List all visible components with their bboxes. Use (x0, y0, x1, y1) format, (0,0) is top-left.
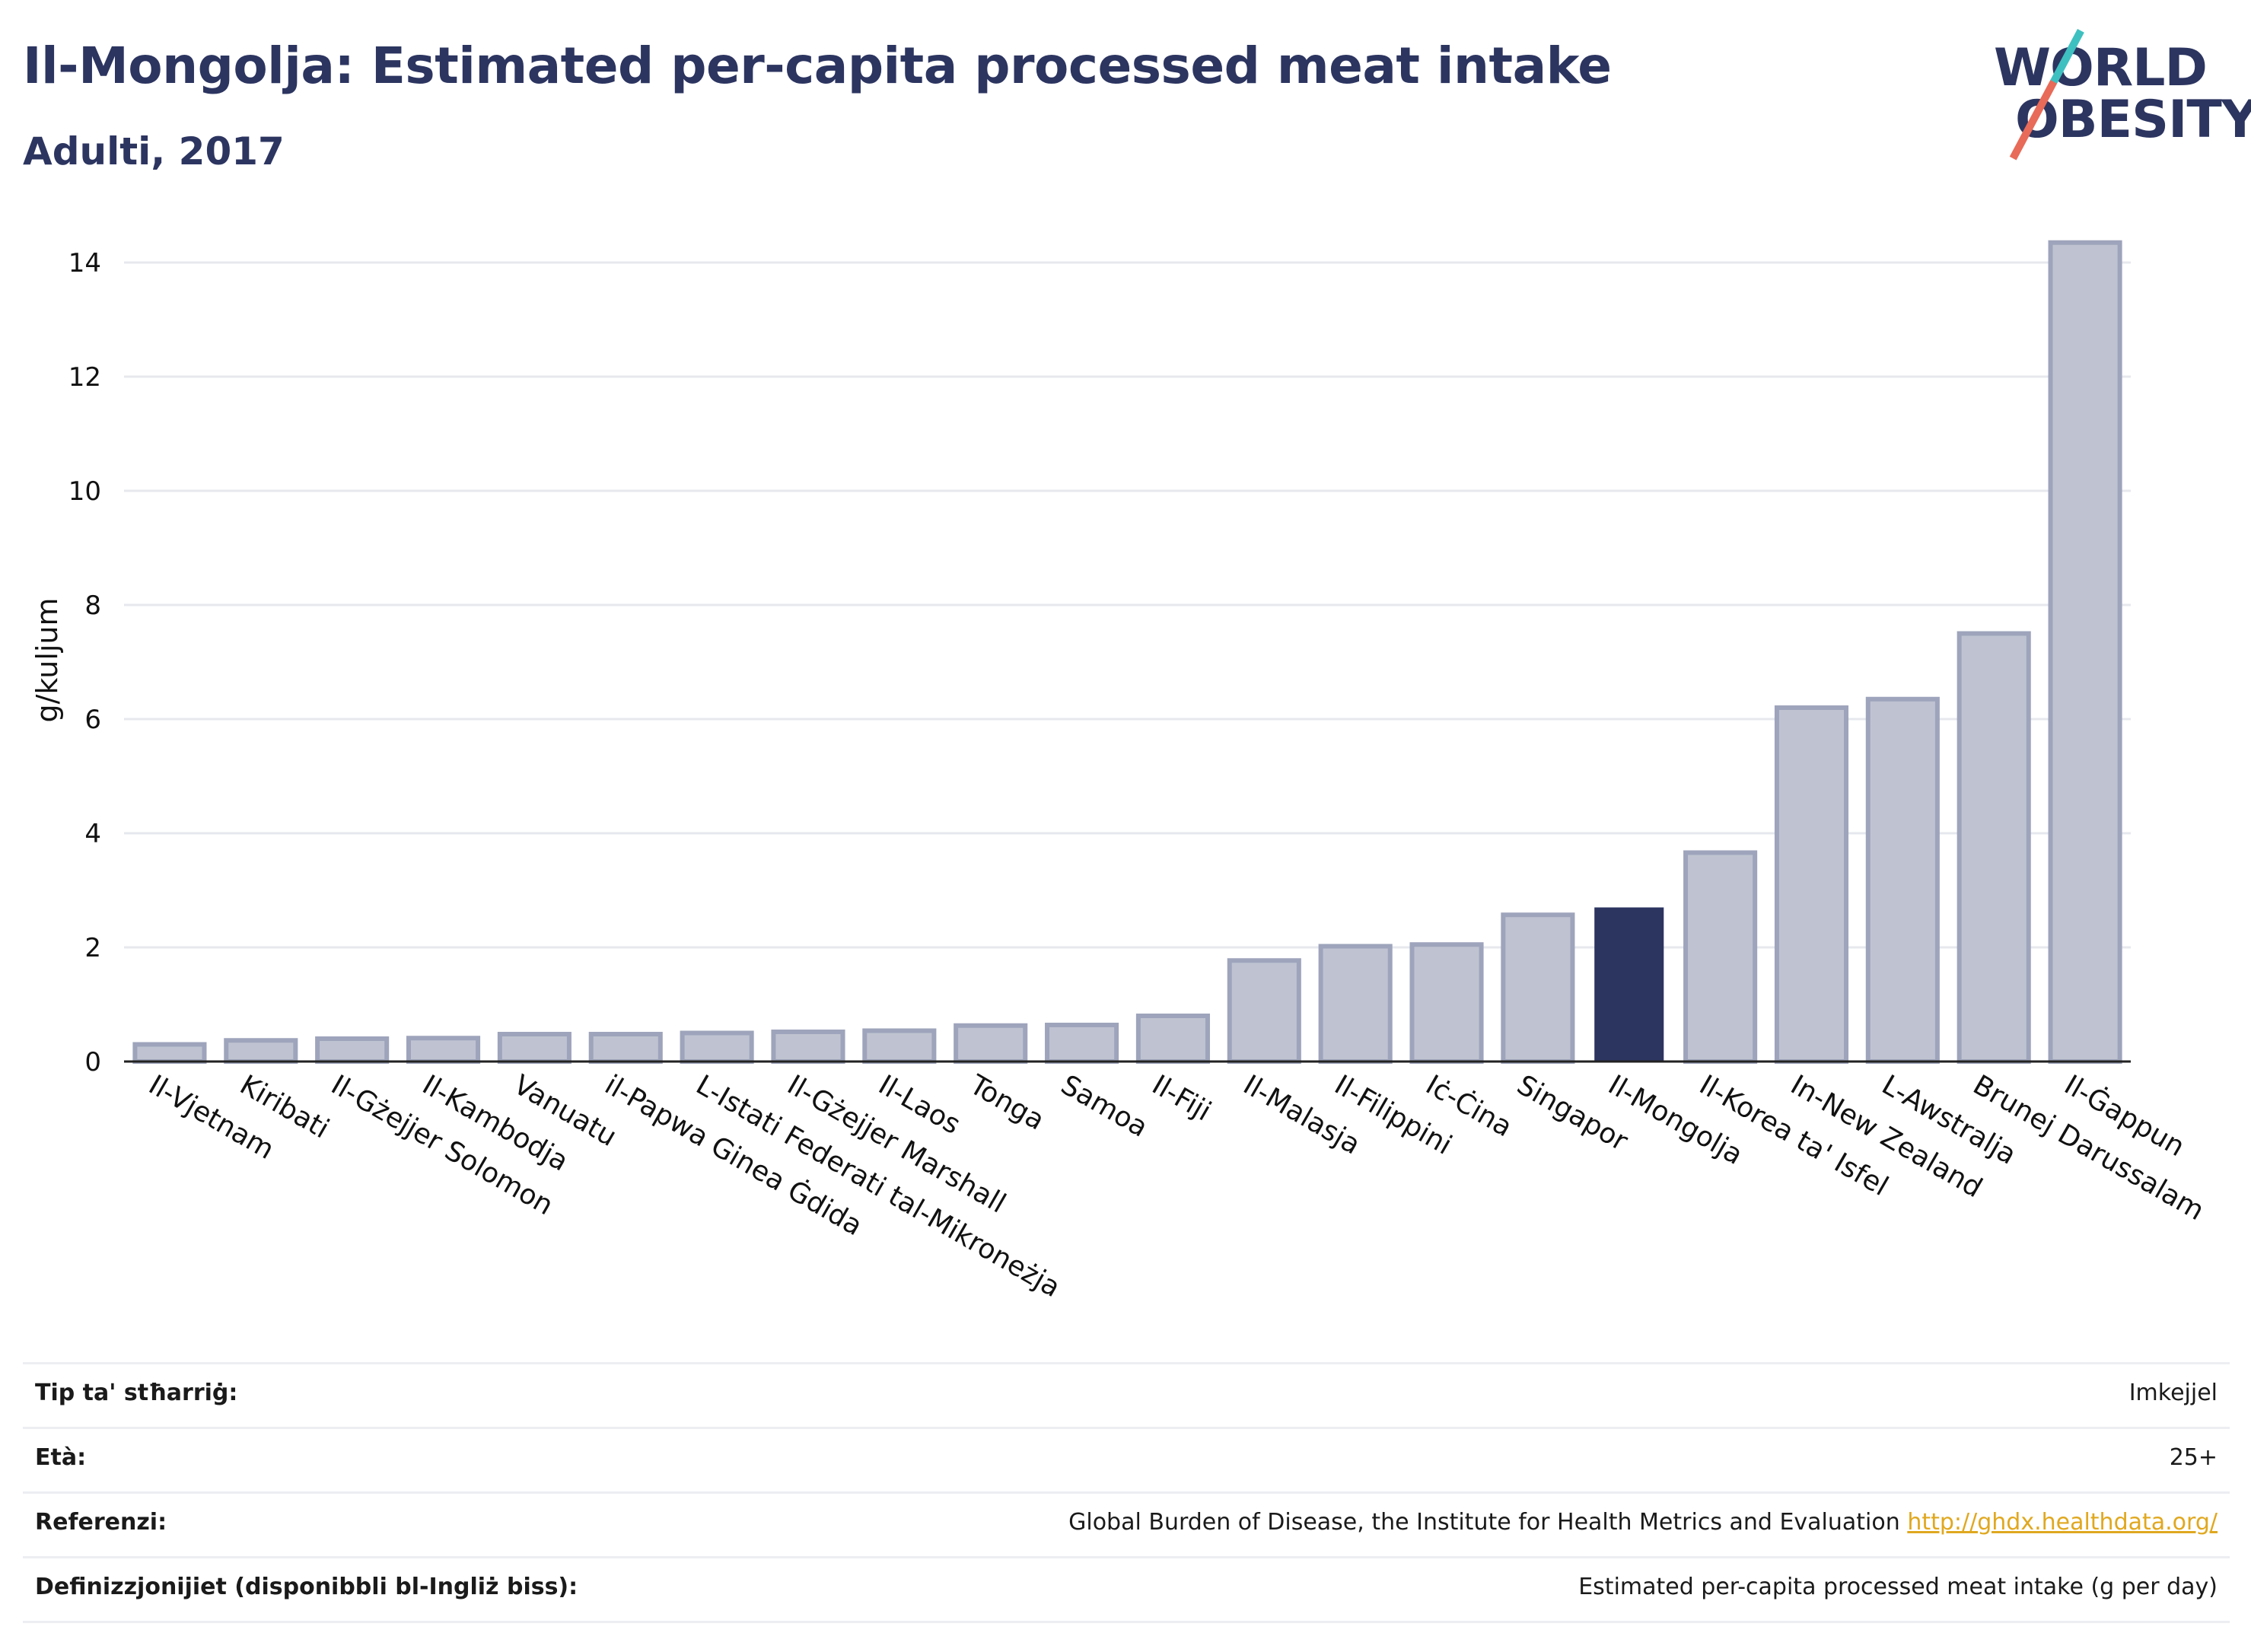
info-row-definitions: Definizzjonijiet (disponibbli bl-Ingliż … (23, 1556, 2230, 1623)
bar (1501, 912, 1575, 1064)
info-label: Età: (35, 1444, 87, 1471)
info-row-age: Età: 25+ (23, 1427, 2230, 1491)
info-label: Tip ta' stħarriġ: (35, 1380, 238, 1406)
bar (1956, 631, 2031, 1064)
world-obesity-logo[interactable]: WORLD OBESITY (1979, 23, 2251, 161)
bar (1865, 696, 1940, 1064)
bar-chart: 02468101214g/kuljumIl-VjetnamKiribatiIl-… (30, 240, 2209, 1303)
reference-link[interactable]: http://ghdx.healthdata.org/ (1907, 1509, 2218, 1536)
bar (771, 1030, 845, 1064)
y-axis-label: g/kuljum (30, 597, 64, 722)
x-tick-label: Il-Fiji (1147, 1069, 1216, 1127)
bar (588, 1032, 663, 1064)
info-row-references: Referenzi: Global Burden of Disease, the… (23, 1491, 2230, 1556)
bar (1594, 907, 1664, 1062)
y-tick-label: 12 (68, 362, 101, 393)
bar (315, 1036, 390, 1064)
logo-line2: OBESITY (2015, 90, 2251, 150)
bar (1227, 958, 1301, 1064)
info-table: Tip ta' stħarriġ: Imkejjel Età: 25+ Refe… (23, 1362, 2230, 1623)
info-value: Estimated per-capita processed meat inta… (1578, 1574, 2218, 1600)
bar (1683, 850, 1758, 1064)
page-subtitle: Adulti, 2017 (23, 129, 285, 173)
y-tick-label: 14 (68, 248, 101, 279)
bar (862, 1028, 937, 1064)
bar (1045, 1023, 1119, 1064)
bar (2048, 240, 2122, 1064)
x-tick-label: Tonga (963, 1069, 1049, 1137)
info-value: Imkejjel (2128, 1380, 2218, 1406)
reference-text: Global Burden of Disease, the Institute … (1068, 1509, 1900, 1536)
bar (954, 1023, 1028, 1064)
bar (1135, 1014, 1210, 1064)
bar (680, 1030, 754, 1064)
bar (497, 1032, 572, 1064)
x-tick-label: Samoa (1055, 1069, 1153, 1144)
bar (132, 1042, 207, 1064)
bar (224, 1038, 298, 1064)
y-tick-label: 0 (84, 1047, 101, 1077)
page-title: Il-Mongolja: Estimated per-capita proces… (23, 37, 1612, 95)
info-label: Referenzi: (35, 1509, 167, 1536)
y-tick-label: 2 (84, 933, 101, 963)
info-value: 25+ (2169, 1444, 2218, 1471)
y-tick-label: 4 (84, 819, 101, 849)
logo-line1: WORLD (1994, 38, 2208, 98)
y-tick-label: 10 (68, 476, 101, 507)
bar (406, 1036, 481, 1064)
bar (1774, 705, 1849, 1064)
y-tick-label: 6 (84, 705, 101, 735)
bar (1409, 942, 1484, 1064)
bar (1318, 944, 1393, 1064)
info-row-survey-type: Tip ta' stħarriġ: Imkejjel (23, 1362, 2230, 1427)
info-value: Global Burden of Disease, the Institute … (1068, 1509, 2218, 1536)
info-label: Definizzjonijiet (disponibbli bl-Ingliż … (35, 1574, 578, 1600)
y-tick-label: 8 (84, 590, 101, 621)
